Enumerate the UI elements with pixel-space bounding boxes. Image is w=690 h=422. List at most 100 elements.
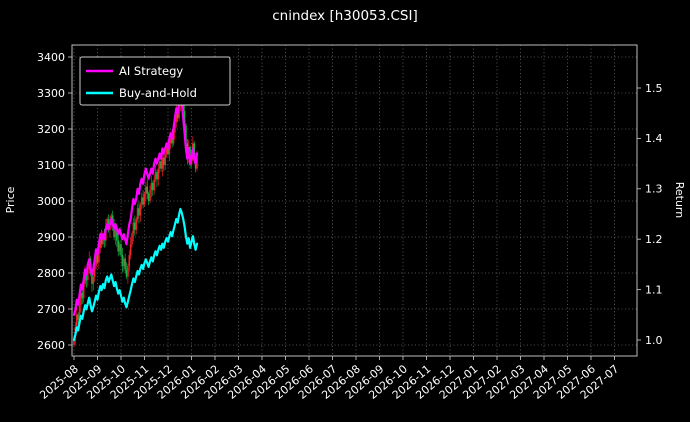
y-right-tick-label: 1.0 [645, 334, 663, 347]
y-left-tick-label: 3100 [37, 159, 65, 172]
line-series-layer [72, 96, 199, 342]
candle-body [114, 229, 117, 237]
candle-body [169, 136, 172, 144]
candle-body [147, 193, 150, 201]
y-right-tick-label: 1.3 [645, 183, 663, 196]
candle-body [124, 258, 126, 270]
candle-body [142, 197, 144, 205]
y-left-tick-label: 3200 [37, 123, 65, 136]
candle-body [129, 244, 132, 255]
candle-body [77, 314, 79, 320]
candle-body [171, 136, 173, 144]
y-right-tick-label: 1.4 [645, 132, 663, 145]
candle-body [132, 222, 135, 234]
candle-body [81, 292, 84, 299]
candle-body [149, 190, 151, 201]
ai-strategy-line [72, 96, 199, 316]
y-right-tick-label: 1.2 [645, 233, 663, 246]
candle-body [174, 121, 176, 133]
candle-body [98, 247, 100, 263]
y-left-axis-label: Price [4, 186, 17, 213]
y-right-tick-label: 1.1 [645, 283, 663, 296]
candle-body [113, 226, 115, 237]
candle-body [118, 244, 121, 252]
candle-body [176, 111, 179, 119]
candle-body [120, 244, 122, 255]
candle-body [139, 204, 142, 216]
candle-body [93, 265, 96, 277]
candle-body [117, 240, 120, 252]
candle-body [107, 219, 110, 230]
candle-body [157, 168, 160, 180]
candle-body [150, 183, 153, 191]
legend-label-buy-and-hold: Buy-and-Hold [119, 86, 197, 100]
plot-border [71, 44, 638, 357]
candle-body [168, 143, 171, 155]
candle-body [128, 255, 131, 266]
candle-body [100, 237, 103, 245]
y-left-tick-label: 3300 [37, 87, 65, 100]
candle-body [85, 273, 88, 281]
candle-body [140, 197, 143, 205]
candle-body [164, 154, 167, 165]
candle-body [146, 186, 149, 194]
y-right-axis-label: Return [673, 182, 686, 219]
candle-body [138, 208, 140, 216]
candle-body [156, 172, 158, 180]
candle-body [135, 219, 137, 230]
candle-body [125, 269, 128, 277]
candle-body [163, 157, 165, 165]
candle-body [122, 258, 125, 266]
grid-layer [72, 45, 637, 356]
candle-body [160, 161, 162, 169]
candle-body [151, 183, 154, 191]
candle-body [196, 157, 198, 169]
candle-body [134, 222, 136, 230]
candle-body [96, 255, 99, 263]
y-right-tick-label: 1.5 [645, 82, 663, 95]
candle-body [121, 255, 124, 266]
candle-body [87, 269, 89, 281]
candle-body [183, 111, 186, 126]
candle-body [73, 337, 75, 345]
candle-body [95, 255, 97, 266]
y-left-tick-label: 2900 [37, 231, 65, 244]
candle-body [116, 229, 118, 241]
y-left-tick-label: 3400 [37, 51, 65, 64]
candle-body [127, 265, 129, 277]
candle-body [158, 161, 161, 169]
candle-body [75, 314, 78, 327]
candle-body [143, 193, 146, 205]
candle-body [102, 233, 104, 245]
buy-and-hold-line [72, 207, 199, 342]
candle-body [92, 276, 95, 284]
candle-body [91, 273, 93, 284]
candle-body [82, 283, 85, 299]
candle-body [78, 305, 81, 320]
y-left-tick-label: 2600 [37, 339, 65, 352]
candle-body [167, 147, 169, 155]
candle-body [161, 157, 164, 169]
legend: AI Strategy Buy-and-Hold [79, 56, 231, 106]
candle-body [172, 132, 175, 144]
candle-body [185, 125, 187, 144]
candle-body [106, 219, 108, 227]
candle-body [84, 273, 86, 284]
candle-body [182, 100, 184, 111]
y-left-tick-label: 2800 [37, 267, 65, 280]
y-left-tick-label: 2700 [37, 303, 65, 316]
candle-body [154, 172, 157, 180]
candle-body [131, 233, 133, 245]
legend-label-ai-strategy: AI Strategy [119, 64, 183, 78]
y-left-tick-label: 3000 [37, 195, 65, 208]
candle-body [145, 186, 147, 194]
candle-body [136, 208, 139, 219]
legend-box [79, 56, 231, 106]
candle-body [175, 111, 178, 122]
chart-title: cnindex [h30053.CSI] [272, 8, 418, 24]
candle-body [153, 179, 155, 191]
candle-body [80, 292, 82, 306]
candle-body [165, 147, 168, 155]
